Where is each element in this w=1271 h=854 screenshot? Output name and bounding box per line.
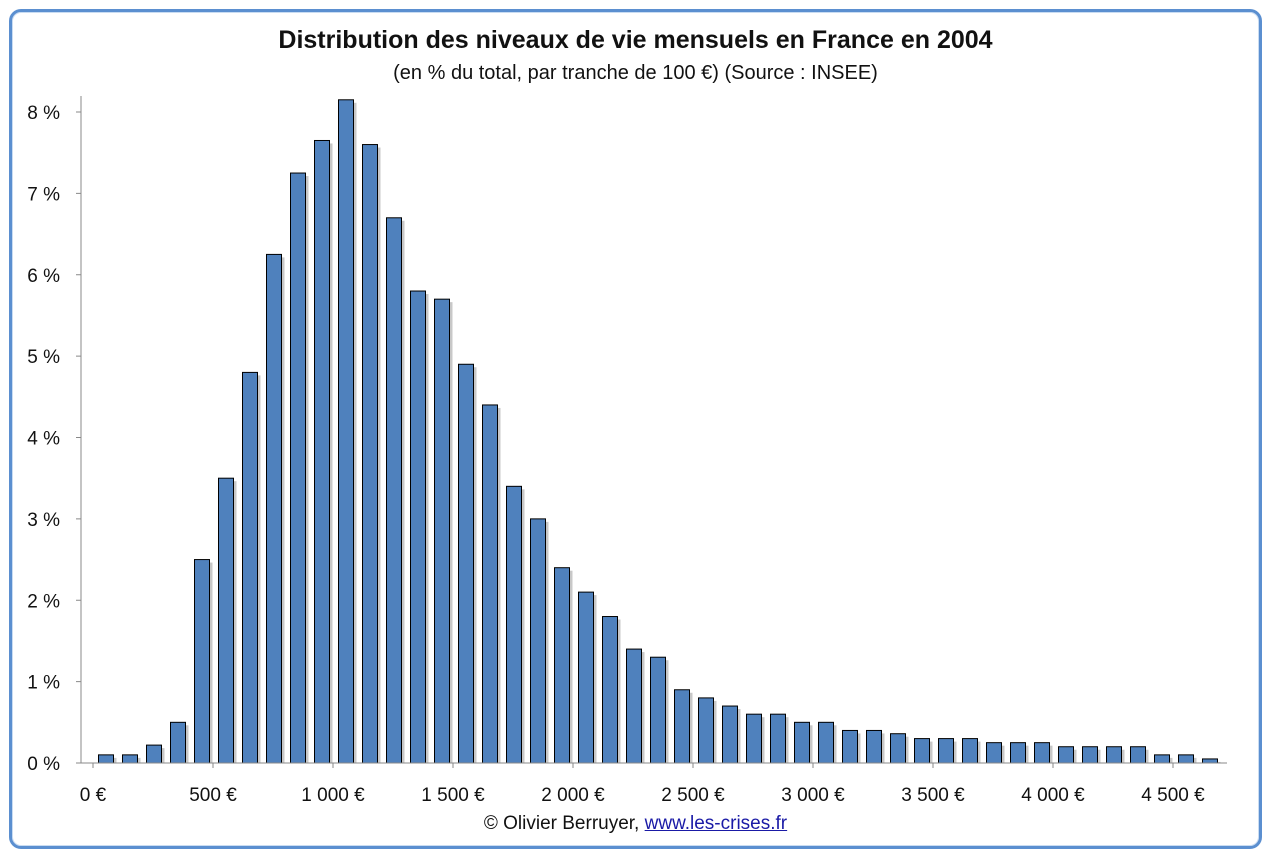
x-tick-label: 0 € (80, 785, 107, 806)
bar (290, 172, 306, 764)
bar (1106, 746, 1122, 764)
bar (242, 371, 258, 764)
axes-group (76, 96, 1227, 768)
bar (770, 713, 786, 764)
bar (842, 729, 858, 764)
y-tick-label: 2 % (27, 591, 60, 612)
bar (866, 729, 882, 764)
bar (1034, 742, 1050, 764)
y-tick-label: 3 % (27, 510, 60, 531)
x-tick-label: 2 000 € (541, 785, 605, 806)
bar (626, 648, 642, 764)
bar (986, 742, 1002, 764)
x-tick-label: 500 € (189, 785, 237, 806)
bar (650, 656, 666, 764)
y-tick-label: 5 % (27, 347, 60, 368)
bar (194, 559, 210, 764)
bar (722, 705, 738, 764)
bar (794, 721, 810, 764)
x-tick-label: 2 500 € (661, 785, 725, 806)
x-tick-label: 3 500 € (901, 785, 965, 806)
bar (962, 738, 978, 764)
bar (818, 721, 834, 764)
credit-author: © Olivier Berruyer, (483, 813, 640, 834)
bar (122, 754, 138, 764)
bar (218, 477, 234, 764)
bar (506, 485, 522, 764)
bar (554, 567, 570, 764)
x-tick-label: 3 000 € (781, 785, 845, 806)
x-tick-label: 4 500 € (1141, 785, 1205, 806)
bar (530, 518, 546, 764)
bar (266, 253, 282, 764)
y-tick-label: 1 % (27, 673, 60, 694)
bar (1178, 754, 1194, 764)
bars-group (98, 99, 1221, 764)
bar (1010, 742, 1026, 764)
x-tick-label: 1 500 € (421, 785, 485, 806)
y-tick-label: 4 % (27, 429, 60, 450)
bar (458, 363, 474, 764)
x-tick-labels: 0 € 500 € 1 000 € 1 500 € 2 000 € 2 500 € 3 00… (80, 785, 1205, 806)
x-tick-label: 4 000 € (1021, 785, 1085, 806)
bar (170, 721, 186, 764)
bar (1130, 746, 1146, 764)
y-tick-labels: 0 % 1 % 2 % 3 % 4 % 5 % 6 % 7 % 8 % (27, 103, 60, 775)
credit-link[interactable]: www.les-crises.fr (644, 813, 788, 834)
bar (386, 217, 402, 764)
y-tick-label: 7 % (27, 184, 60, 205)
bar (1202, 758, 1218, 764)
y-tick-label: 8 % (27, 103, 60, 124)
bar (938, 738, 954, 764)
y-tick-label: 0 % (27, 754, 60, 775)
bar (698, 697, 714, 764)
bar (410, 290, 426, 764)
bar (146, 744, 162, 764)
bar (98, 754, 114, 764)
bar (1082, 746, 1098, 764)
bar (602, 616, 618, 764)
bar (338, 99, 354, 764)
bar (674, 689, 690, 764)
x-tick-label: 1 000 € (301, 785, 365, 806)
bar (746, 713, 762, 764)
bar (914, 738, 930, 764)
bar (1154, 754, 1170, 764)
bar (482, 404, 498, 764)
bar (1058, 746, 1074, 764)
bar (314, 139, 330, 764)
chart-subtitle: (en % du total, par tranche de 100 €) (S… (393, 62, 878, 84)
bar (578, 591, 594, 764)
credit-line: © Olivier Berruyer, www.les-crises.fr (0, 813, 1271, 835)
chart-title: Distribution des niveaux de vie mensuels… (278, 26, 993, 54)
bar (890, 733, 906, 764)
y-tick-label: 6 % (27, 266, 60, 287)
bar (362, 144, 378, 764)
bar (434, 298, 450, 764)
